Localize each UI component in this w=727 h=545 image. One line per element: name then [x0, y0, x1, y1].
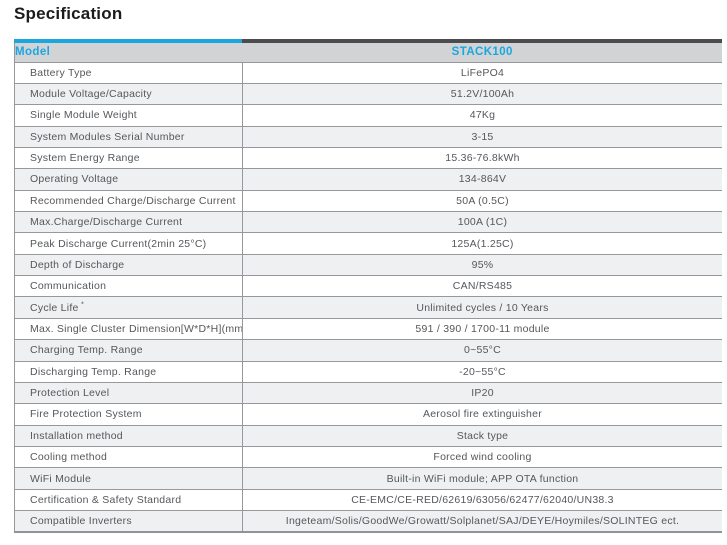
spec-row-value: 100A (1C): [242, 211, 722, 233]
spec-row-label: Peak Discharge Current(2min 25°C): [14, 232, 243, 255]
spec-row-label: Depth of Discharge: [14, 253, 243, 276]
model-header-label: Model: [15, 46, 51, 59]
spec-row: Compatible Inverters Ingeteam/Solis/Good…: [14, 510, 722, 532]
spec-row-value: Ingeteam/Solis/GoodWe/Growatt/Solplanet/…: [242, 510, 722, 532]
spec-row: Certification & Safety Standard CE-EMC/C…: [14, 488, 722, 511]
page-title: Specification: [14, 4, 123, 23]
spec-row-value: 47Kg: [242, 104, 722, 127]
spec-row-label: Certification & Safety Standard: [14, 488, 243, 511]
spec-row-value: 95%: [242, 253, 722, 276]
spec-row: Battery Type LiFePO4: [14, 61, 722, 84]
spec-row: Cooling method Forced wind cooling: [14, 445, 722, 468]
spec-row-label: Operating Voltage: [14, 168, 243, 191]
accent-bar: [14, 39, 722, 43]
spec-row-label: System Modules Serial Number: [14, 125, 243, 148]
spec-row: Max. Single Cluster Dimension[W*D*H](mm)…: [14, 317, 722, 340]
spec-row: Installation method Stack type: [14, 424, 722, 447]
spec-row: Fire Protection System Aerosol fire exti…: [14, 403, 722, 426]
accent-bar-left: [14, 39, 242, 43]
spec-row-label: Charging Temp. Range: [14, 339, 243, 362]
spec-row-value: CAN/RS485: [242, 275, 722, 297]
spec-row: Depth of Discharge 95%: [14, 253, 722, 276]
spec-row-value: Aerosol fire extinguisher: [242, 403, 722, 426]
spec-row-value: Built-in WiFi module; APP OTA function: [242, 467, 722, 490]
spec-row-label: Protection Level: [14, 381, 243, 404]
spec-row: Cycle Life * Unlimited cycles / 10 Years: [14, 296, 722, 319]
spec-row-value: 0~55°C: [242, 339, 722, 362]
spec-row-label: Installation method: [14, 424, 243, 447]
spec-row-label: Discharging Temp. Range: [14, 360, 243, 383]
spec-row-value: CE-EMC/CE-RED/62619/63056/62477/62040/UN…: [242, 488, 722, 511]
spec-row: Max.Charge/Discharge Current 100A (1C): [14, 211, 722, 233]
spec-table: Model STACK100 Battery Type LiFePO4 Modu…: [14, 43, 722, 533]
spec-table-container: Model STACK100 Battery Type LiFePO4 Modu…: [14, 39, 722, 533]
table-header-row: Model STACK100: [14, 43, 722, 62]
spec-row: Charging Temp. Range 0~55°C: [14, 339, 722, 362]
spec-row: System Modules Serial Number 3-15: [14, 125, 722, 148]
spec-row-value: 51.2V/100Ah: [242, 82, 722, 105]
spec-row: Recommended Charge/Discharge Current 50A…: [14, 189, 722, 212]
spec-row-value: LiFePO4: [242, 61, 722, 84]
spec-row-label: Single Module Weight: [14, 104, 243, 127]
spec-row-value: 134-864V: [242, 168, 722, 191]
spec-row-label: Communication: [14, 275, 243, 297]
spec-row-value: 3-15: [242, 125, 722, 148]
spec-row: Protection Level IP20: [14, 381, 722, 404]
accent-bar-right: [242, 39, 722, 43]
spec-row: Communication CAN/RS485: [14, 275, 722, 297]
spec-row: WiFi Module Built-in WiFi module; APP OT…: [14, 467, 722, 490]
spec-table-body: Battery Type LiFePO4 Module Voltage/Capa…: [14, 61, 722, 532]
spec-row-label: Battery Type: [14, 61, 243, 84]
spec-row-value: 50A (0.5C): [242, 189, 722, 212]
spec-row-value: 15.36-76.8kWh: [242, 146, 722, 169]
spec-row-value: Unlimited cycles / 10 Years: [242, 296, 722, 319]
spec-row-label: WiFi Module: [14, 467, 243, 490]
spec-row-label: Compatible Inverters: [14, 510, 243, 532]
spec-row-label: Cooling method: [14, 445, 243, 468]
spec-row: Peak Discharge Current(2min 25°C) 125A(1…: [14, 232, 722, 255]
spec-row-label: Recommended Charge/Discharge Current: [14, 189, 243, 212]
spec-row-label: Max. Single Cluster Dimension[W*D*H](mm): [14, 317, 243, 340]
spec-row: Module Voltage/Capacity 51.2V/100Ah: [14, 82, 722, 105]
model-header-value: STACK100: [451, 46, 513, 59]
spec-row: System Energy Range 15.36-76.8kWh: [14, 146, 722, 169]
spec-row-value: Forced wind cooling: [242, 445, 722, 468]
spec-row-label: System Energy Range: [14, 146, 243, 169]
spec-row-label: Module Voltage/Capacity: [14, 82, 243, 105]
spec-row-value: IP20: [242, 381, 722, 404]
spec-row-label: Cycle Life *: [14, 296, 243, 319]
spec-row-value: Stack type: [242, 424, 722, 447]
spec-row-label: Max.Charge/Discharge Current: [14, 211, 243, 233]
spec-row-value: 125A(1.25C): [242, 232, 722, 255]
spec-row: Single Module Weight 47Kg: [14, 104, 722, 127]
spec-row-value: 591 / 390 / 1700-11 module: [242, 317, 722, 340]
spec-row-value: -20~55°C: [242, 360, 722, 383]
spec-row: Discharging Temp. Range -20~55°C: [14, 360, 722, 383]
spec-row: Operating Voltage 134-864V: [14, 168, 722, 191]
spec-row-label: Fire Protection System: [14, 403, 243, 426]
